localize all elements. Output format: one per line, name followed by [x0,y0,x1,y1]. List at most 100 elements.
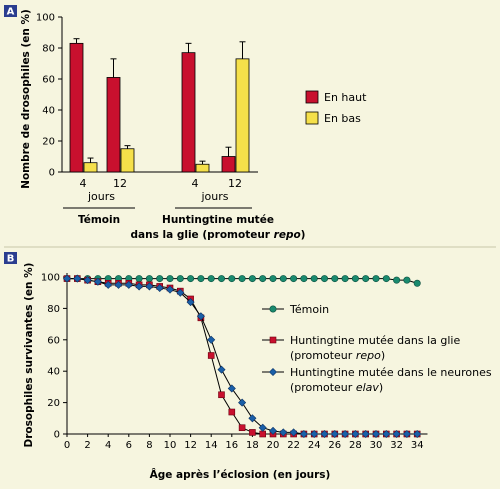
legend-marker [268,367,278,377]
panel-b-x-tick-label: 6 [126,440,132,451]
panel-a-day-label: 12 [113,177,127,190]
series-2-point [258,423,267,432]
panel-b-x-tick-label: 24 [308,440,321,451]
panel-a-y-tick-label: 80 [42,44,55,55]
panel-a-y-tick-label: 0 [49,168,55,179]
panel-a-day-label: 12 [228,177,242,190]
panel-b-x-tick-label: 28 [349,440,362,451]
series-0-point [207,275,215,283]
series-0-point [259,275,267,283]
series-2-point [341,429,350,439]
series-2-point [83,276,92,285]
panel-a: A Nombre de drosophiles (en %) 0 20 40 60 80… [4,5,367,241]
series-2-point [227,384,236,393]
series-2-point [361,429,370,439]
panel-a-day-label: 4 [80,177,87,190]
series-0-point [176,275,184,283]
panel-a-bars [69,38,250,173]
panel-b-x-tick-label: 20 [267,440,280,451]
legend-label-promoter: elav [356,381,380,394]
panel-b-y-tick-label: 20 [47,398,60,409]
panel-a-y-tick-label: 60 [42,75,55,86]
series-1-point [207,352,215,359]
panel-a-day-label: 4 [192,177,199,190]
panel-b-y-tick-label: 80 [47,304,60,315]
series-1-point [238,424,246,432]
series-2-point [124,280,133,289]
panel-b-x-tick-label: 16 [225,440,238,451]
panel-b-y-tick-label: 40 [47,367,60,378]
legend-marker [269,305,277,313]
legend-label-line1: Huntingtine mutée dans le neurones [290,366,492,379]
series-2-point [196,312,205,321]
panel-b-x-tick-label: 32 [390,440,403,451]
series-0-point [279,275,287,283]
panel-b-y-tick-label: 100 [41,273,60,284]
panel-b-x-tick-label: 0 [64,440,70,451]
panel-b-x-tick-label: 2 [84,440,90,451]
panel-a-y-tick-label: 100 [36,13,55,24]
bar-en-haut [69,42,84,173]
legend-label-close: ) [379,381,383,394]
series-2-point [114,280,123,289]
series-0-point [145,275,153,283]
panel-a-y-tick-label: 20 [42,137,55,148]
series-0-point [331,275,339,283]
series-2-point [176,288,185,297]
group-label-close: ) [301,229,306,241]
panel-b-x-axis-title: Âge après l’éclosion (en jours) [150,468,331,481]
series-0-point [248,275,256,283]
series-2-point [402,429,411,439]
series-2-point [392,429,401,439]
series-2-point [413,429,422,439]
series-1-point [218,391,225,399]
series-2-point [279,428,288,437]
series-0-point [393,276,401,284]
panel-b-x-tick-label: 30 [370,440,383,451]
panel-b: B Drosophiles survivantes (en %) Âge apr… [4,252,492,481]
panel-a-unit-label: jours [200,190,228,203]
series-2-point [104,280,113,289]
series-0-point [166,275,174,283]
bar-en-bas [120,148,135,173]
series-0-point [413,279,421,287]
series-0-point [351,275,359,283]
legend-label-prefix: (promoteur [290,349,356,362]
panel-a-label: A [7,7,15,18]
legend-label: En haut [324,91,367,104]
bar-en-haut [221,156,236,173]
series-1-point [228,408,236,416]
series-0-point [238,275,246,283]
series-0-point [362,275,370,283]
group-label-promoter: repo [274,229,301,241]
series-0-point [310,275,318,283]
series-2-point [371,429,381,439]
series-0-point [218,275,226,283]
legend-label-prefix: (promoteur [290,381,356,394]
panel-a-y-axis-title: Nombre de drosophiles (en %) [20,9,32,189]
bar-en-bas [195,163,210,173]
series-2-point [351,429,360,439]
series-0-point [197,275,205,283]
legend-swatch [305,111,319,125]
series-2-point [62,274,72,283]
series-0-point [341,275,349,283]
series-0-point [135,275,143,283]
series-2-point [186,298,195,307]
series-0-point [320,275,328,283]
panel-b-badge [4,252,17,264]
series-2-point [299,429,308,439]
legend-label-close: ) [381,349,385,362]
legend-label: En bas [324,112,361,125]
legend-label-line1: Huntingtine mutée dans la glie [290,334,460,347]
series-0-point [290,275,298,283]
group-label-text: dans la glie (promoteur [131,229,274,241]
series-2-point [248,414,257,423]
panel-a-legend: En haut En bas [305,90,367,125]
series-1-point [259,430,267,438]
series-0-point [156,275,164,283]
panel-b-legend: Témoin Huntingtine mutée dans la glie (pro… [262,303,492,394]
series-0-point [403,276,411,284]
